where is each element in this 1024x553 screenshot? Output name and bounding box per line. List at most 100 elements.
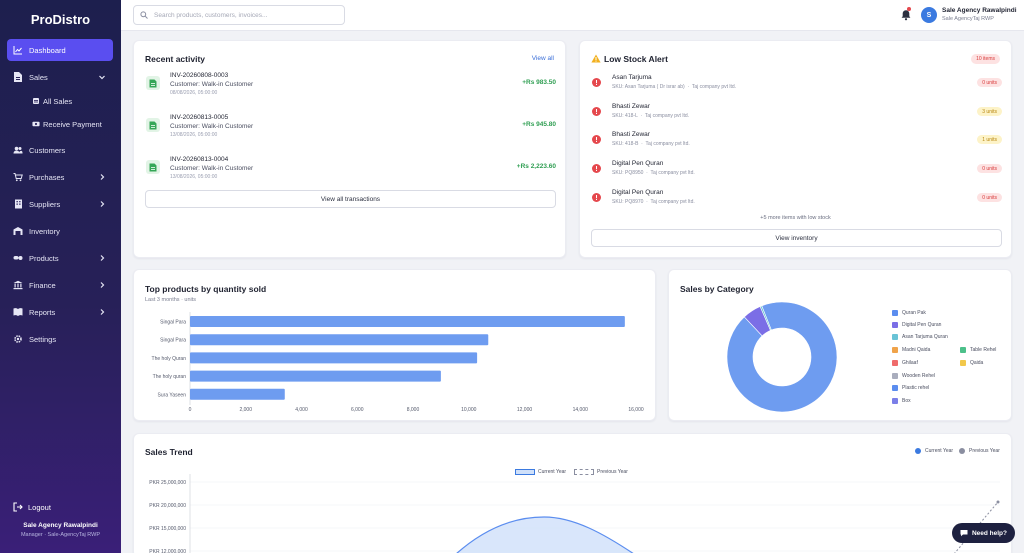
stock-units-badge: 1 units (977, 135, 1002, 144)
chevron-right-icon (97, 172, 107, 182)
invoice-amount: +Rs 2,223.60 (516, 163, 556, 170)
legend-item[interactable]: Qaida (960, 360, 983, 366)
invoice-icon (146, 76, 160, 90)
inner-legend-previous-year[interactable]: Previous Year (574, 469, 628, 475)
legend-item[interactable]: Madni Qaida (892, 347, 930, 353)
sidebar-item-settings[interactable]: Settings (7, 328, 113, 350)
legend-label: Previous Year (969, 448, 1000, 454)
inner-legend-current-year[interactable]: Current Year (515, 469, 566, 475)
stock-units-badge: 0 units (977, 164, 1002, 173)
search-icon (140, 11, 148, 19)
legend-label: Qaida (970, 360, 984, 366)
chevron-down-icon (97, 72, 107, 82)
y-tick-label: PKR 20,000,000 (149, 503, 186, 509)
legend-previous-year[interactable]: Previous Year (959, 448, 1000, 454)
low-stock-item[interactable]: Bhasti Zewar SKU: 418-B · Taj company pv… (592, 131, 1002, 153)
notification-bell-icon[interactable] (900, 9, 912, 21)
x-tick-label: 10,000 (461, 407, 477, 413)
low-stock-item[interactable]: Digital Pen Quran SKU: PQ8970 · Taj comp… (592, 189, 1002, 211)
transaction-row[interactable]: INV-20260813-0005 Customer: Walk-in Cust… (146, 114, 556, 142)
top-products-card: Top products by quantity sold Last 3 mon… (133, 269, 656, 421)
sidebar-item-dashboard[interactable]: Dashboard (7, 39, 113, 61)
x-tick-label: 8,000 (407, 407, 420, 413)
x-tick-label: 16,000 (628, 407, 644, 413)
legend-label: Current Year (925, 448, 954, 454)
legend-label: Ghilaaf (902, 360, 918, 366)
y-tick-label: PKR 15,000,000 (149, 526, 186, 532)
legend-item[interactable]: Digital Pen Quran (892, 322, 941, 328)
product-name: Digital Pen Quran (612, 160, 664, 167)
need-help-label: Need help? (971, 529, 1008, 537)
series-line-current-year (456, 516, 634, 553)
legend-swatch (960, 347, 966, 353)
legend-swatch (960, 360, 966, 366)
sidebar-item-label: Sales (29, 72, 48, 82)
view-all-transactions-button[interactable]: View all transactions (145, 190, 556, 208)
search-input[interactable] (154, 11, 334, 19)
search-box[interactable] (133, 5, 345, 25)
need-help-button[interactable]: Need help? (952, 523, 1015, 543)
legend-swatch (892, 322, 898, 328)
legend-label: Table Rehel (970, 347, 997, 353)
sales-category-title: Sales by Category (680, 284, 754, 294)
low-stock-item[interactable]: Asan Tarjuma SKU: Asan Tarjuma ( Dr isra… (592, 74, 1002, 96)
bar (190, 370, 441, 382)
view-inventory-button[interactable]: View inventory (591, 229, 1002, 247)
sidebar-item-products[interactable]: Products (7, 247, 113, 269)
legend-label: Plastic rehel (902, 385, 930, 391)
legend-dot (915, 448, 921, 454)
invoice-amount: +Rs 945.80 (522, 121, 556, 128)
sidebar-item-label: Purchases (29, 172, 65, 182)
bar (190, 388, 285, 400)
sales-trend-line-chart: PKR 25,000,000 PKR 20,000,000 PKR 15,000,0… (149, 474, 1000, 553)
legend-item[interactable]: Quran Pak (892, 310, 926, 316)
category-label: The holy Quran (152, 356, 187, 362)
low-stock-item[interactable]: Bhasti Zewar SKU: 418-L · Taj company pv… (592, 103, 1002, 125)
legend-item[interactable]: Box (892, 398, 911, 404)
sales-category-card: Sales by Category Quran Pak Digital Pen Q… (668, 269, 1012, 421)
invoice-customer: Customer: Walk-in Customer (170, 123, 254, 130)
invoice-number: INV-20260808-0003 (170, 72, 229, 79)
legend-item[interactable]: Ghilaaf (892, 360, 918, 366)
sidebar-subitem-all-sales[interactable]: All Sales (32, 94, 72, 108)
sidebar-item-label: Finance (29, 280, 56, 290)
bar (190, 316, 625, 327)
invoice-customer: Customer: Walk-in Customer (170, 165, 254, 172)
sidebar-item-suppliers[interactable]: Suppliers (7, 193, 113, 215)
legend-item[interactable]: Wooden Rehel (892, 373, 935, 379)
sales-category-donut-chart (726, 301, 838, 413)
legend-swatch (892, 360, 898, 366)
notification-dot (907, 7, 911, 11)
legend-item[interactable]: Plastic rehel (892, 385, 929, 391)
sidebar-user-role: Manager · Sale-AgencyTaj RWP (20, 532, 101, 538)
sidebar-item-customers[interactable]: Customers (7, 139, 113, 161)
x-tick-label: 4,000 (295, 407, 308, 413)
chart-line-icon (13, 45, 23, 55)
product-sku: SKU: Asan Tarjuma ( Dr israr ab) · Taj c… (612, 84, 737, 90)
legend-label: Quran Pak (902, 310, 926, 316)
sidebar-item-inventory[interactable]: Inventory (7, 220, 113, 242)
warehouse-icon (13, 226, 23, 236)
logout-button[interactable]: Logout (13, 502, 51, 512)
sidebar-item-sales[interactable]: Sales (7, 66, 113, 88)
sidebar-subitem-receive-payment[interactable]: Receive Payment (32, 117, 102, 131)
view-all-link[interactable]: View all (531, 55, 554, 62)
bar (190, 352, 478, 364)
sidebar-item-finance[interactable]: Finance (7, 274, 113, 296)
avatar[interactable]: S (921, 7, 937, 23)
low-stock-count-badge: 10 items (971, 54, 1000, 64)
category-label: The holy quran (153, 374, 187, 380)
sidebar-item-purchases[interactable]: Purchases (7, 166, 113, 188)
legend-swatch (515, 469, 535, 475)
pills-icon (13, 253, 23, 263)
legend-current-year[interactable]: Current Year (915, 448, 953, 454)
stock-units-badge: 0 units (977, 78, 1002, 87)
series-point-previous-year (996, 500, 1000, 504)
topbar-user-name[interactable]: Sale Agency Rawalpindi (942, 7, 1017, 14)
transaction-row[interactable]: INV-20260813-0004 Customer: Walk-in Cust… (146, 156, 556, 184)
legend-item[interactable]: Asan Tarjuma Quran (892, 334, 948, 340)
low-stock-item[interactable]: Digital Pen Quran SKU: PQ8950 · Taj comp… (592, 160, 1002, 182)
sidebar-item-reports[interactable]: Reports (7, 301, 113, 323)
transaction-row[interactable]: INV-20260808-0003 Customer: Walk-in Cust… (146, 72, 556, 100)
legend-item[interactable]: Table Rehel (960, 347, 996, 353)
